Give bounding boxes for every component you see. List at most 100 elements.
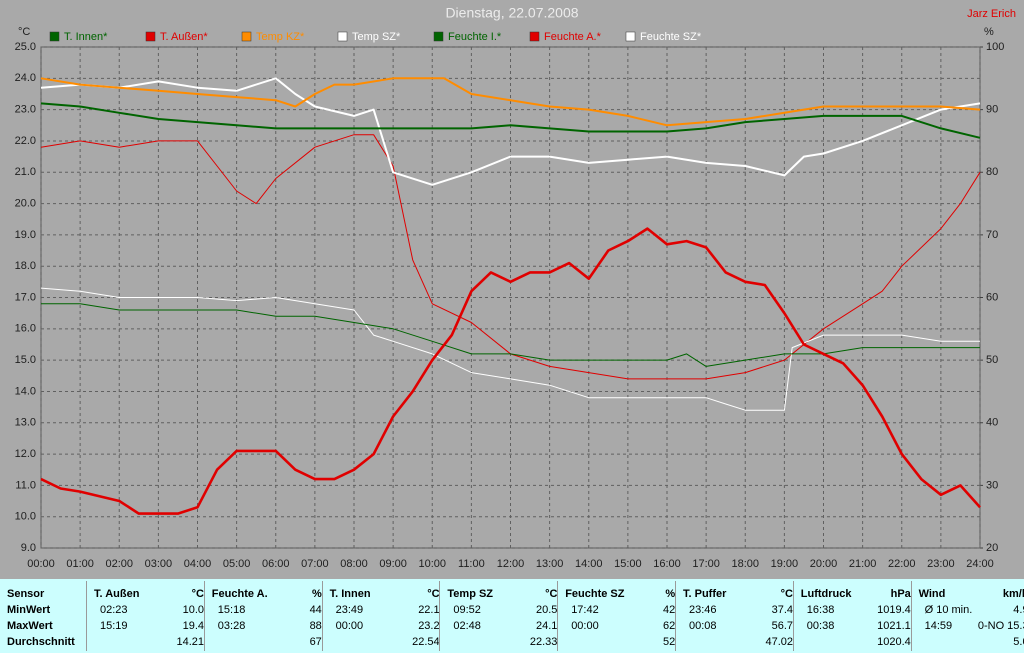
y2-tick-label: 20 <box>986 542 998 554</box>
time-cell: Ø 10 min. <box>924 604 973 616</box>
time-cell: 09:52 <box>453 604 481 616</box>
group-name: T. Außen <box>94 588 140 600</box>
x-tick-label: 09:00 <box>379 558 407 570</box>
group-unit: km/h <box>1002 588 1024 600</box>
legend-label: Feuchte A.* <box>544 31 602 43</box>
group-unit: °C <box>545 588 558 600</box>
value-cell: 23.2 <box>418 620 440 632</box>
y-tick-label: 20.0 <box>15 197 36 209</box>
row-label: Durchschnitt <box>7 636 75 648</box>
value-cell: 4.9 <box>1013 604 1024 616</box>
value-cell: 56.7 <box>771 620 793 632</box>
y2-tick-label: 50 <box>986 354 998 366</box>
value-cell: 67 <box>309 636 322 648</box>
group-name: Temp SZ <box>447 588 494 600</box>
series-line <box>40 227 981 515</box>
value-cell: 88 <box>309 620 322 632</box>
value-cell: 5.0 <box>1013 636 1024 648</box>
y-tick-label: 12.0 <box>15 448 36 460</box>
x-tick-label: 18:00 <box>731 558 759 570</box>
value-cell: 24.1 <box>535 620 558 632</box>
legend-label: Feuchte I.* <box>448 31 502 43</box>
series-line <box>40 77 981 186</box>
value-cell: 62 <box>662 620 676 632</box>
value-cell: 1020.4 <box>877 636 911 648</box>
x-tick-label: 00:00 <box>27 558 55 570</box>
value-cell: 44 <box>309 604 322 616</box>
legend-swatch <box>433 31 444 42</box>
x-tick-label: 05:00 <box>223 558 251 570</box>
value-cell: 19.4 <box>182 620 204 632</box>
legend-swatch <box>145 31 156 42</box>
y-tick-label: 18.0 <box>15 260 36 272</box>
x-tick-label: 24:00 <box>966 558 994 570</box>
y-axis-label: °C <box>18 26 30 38</box>
time-cell: 15:18 <box>217 604 246 616</box>
legend-label: Feuchte SZ* <box>640 31 702 43</box>
group-name: T. Puffer <box>683 588 727 600</box>
group-unit: % <box>665 588 676 600</box>
series-line <box>40 287 980 411</box>
y-tick-label: 24.0 <box>15 72 36 84</box>
x-tick-label: 03:00 <box>145 558 173 570</box>
x-tick-label: 20:00 <box>810 558 838 570</box>
time-cell: 14:59 <box>924 620 953 632</box>
y-tick-label: 11.0 <box>15 479 36 491</box>
column-separator <box>86 581 87 651</box>
column-separator <box>792 581 794 651</box>
chart: Dienstag, 22.07.2008 Jarz Erich °C % 9.0… <box>14 4 1016 570</box>
y2-tick-label: 100 <box>986 41 1004 53</box>
y-tick-label: 21.0 <box>15 166 36 178</box>
x-tick-label: 19:00 <box>771 558 799 570</box>
y2-tick-label: 40 <box>986 417 998 429</box>
time-cell: 00:00 <box>571 620 599 632</box>
group-name: Feuchte SZ <box>565 588 625 600</box>
group-name: Luftdruck <box>800 588 852 600</box>
y-tick-label: 13.0 <box>15 417 36 429</box>
value-cell: 10.0 <box>182 604 204 616</box>
chart-title: Dienstag, 22.07.2008 <box>445 5 578 21</box>
x-tick-label: 23:00 <box>927 558 955 570</box>
y-tick-label: 19.0 <box>15 229 36 241</box>
stats-table: Sensor MinWert MaxWert Durchschnitt T. Außen… <box>0 579 1024 653</box>
x-tick-label: 06:00 <box>262 558 290 570</box>
row-label: MaxWert <box>7 620 53 632</box>
y2-tick-label: 60 <box>986 291 998 303</box>
y-tick-label: 17.0 <box>15 291 36 303</box>
x-tick-label: 17:00 <box>692 558 720 570</box>
x-tick-label: 04:00 <box>184 558 212 570</box>
series-line <box>41 303 980 367</box>
row-label: MinWert <box>7 604 51 616</box>
value-cell: 20.5 <box>535 604 558 616</box>
legend-label: T. Innen* <box>64 31 108 43</box>
group-name: Wind <box>918 588 946 600</box>
legend-swatch <box>241 31 252 42</box>
series-line <box>40 77 981 127</box>
author: Jarz Erich <box>967 8 1016 20</box>
x-tick-label: 13:00 <box>536 558 564 570</box>
group-unit: % <box>312 588 322 600</box>
x-tick-label: 22:00 <box>888 558 916 570</box>
y-tick-label: 9.0 <box>21 542 36 554</box>
series-line <box>40 134 981 380</box>
y2-tick-label: 90 <box>986 104 998 116</box>
y-tick-label: 10.0 <box>15 511 36 523</box>
time-cell: 23:46 <box>689 604 717 616</box>
value-cell: 0-NO 15.3 <box>977 620 1024 632</box>
column-separator <box>321 581 323 651</box>
value-cell: 37.4 <box>771 604 793 616</box>
x-tick-label: 21:00 <box>849 558 877 570</box>
y2-tick-label: 30 <box>986 479 998 491</box>
time-cell: 00:00 <box>335 620 364 632</box>
x-tick-label: 15:00 <box>614 558 642 570</box>
group-unit: °C <box>780 588 793 600</box>
y-tick-label: 14.0 <box>15 385 36 397</box>
y2-tick-label: 80 <box>986 166 998 178</box>
x-tick-label: 01:00 <box>66 558 94 570</box>
group-unit: °C <box>427 588 440 600</box>
group-unit: hPa <box>890 588 911 600</box>
series-line <box>40 102 981 139</box>
group-unit: °C <box>191 588 204 600</box>
x-tick-label: 02:00 <box>105 558 133 570</box>
time-cell: 02:23 <box>100 604 128 616</box>
